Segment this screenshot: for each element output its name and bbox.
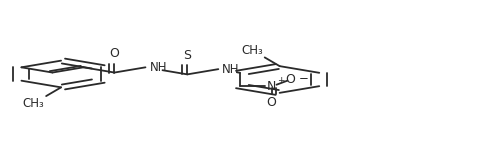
Text: CH₃: CH₃: [242, 44, 263, 57]
Text: CH₃: CH₃: [22, 97, 44, 110]
Text: NH: NH: [222, 63, 240, 76]
Text: S: S: [184, 49, 192, 62]
Text: +: +: [278, 76, 285, 85]
Text: −: −: [298, 72, 308, 85]
Text: NH: NH: [150, 61, 167, 74]
Text: O: O: [266, 96, 276, 109]
Text: O: O: [110, 47, 120, 60]
Text: O: O: [286, 73, 296, 86]
Text: N: N: [267, 80, 276, 93]
